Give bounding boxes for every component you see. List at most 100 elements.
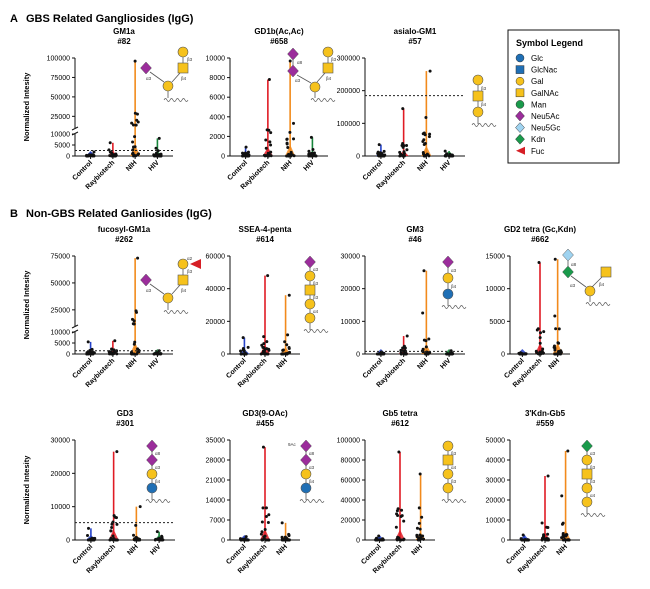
- data-point: [290, 153, 294, 157]
- gal-residue: [177, 46, 189, 58]
- x-tick-label: HIV: [148, 159, 161, 172]
- data-point: [418, 472, 422, 476]
- data-point: [285, 137, 289, 141]
- data-point: [130, 317, 134, 321]
- glycan-lipid-tail: [471, 123, 497, 127]
- glycan-bond: [591, 276, 603, 288]
- data-point: [424, 352, 428, 356]
- data-point: [110, 525, 114, 529]
- data-point: [285, 343, 289, 347]
- data-point: [285, 352, 289, 356]
- x-tick-label: HIV: [148, 357, 161, 370]
- data-point: [552, 344, 556, 348]
- data-point: [311, 147, 315, 151]
- data-point: [560, 494, 564, 498]
- chart-subtitle: #658: [270, 37, 288, 46]
- data-point: [427, 337, 431, 341]
- data-point: [540, 521, 544, 525]
- data-point: [241, 336, 245, 340]
- glycan-linkage-label: α8: [309, 451, 315, 456]
- data-point: [400, 514, 404, 518]
- data-point: [286, 145, 290, 149]
- x-tick-label: NIH: [556, 543, 569, 556]
- data-point: [134, 523, 138, 527]
- y-tick-label: 75000: [51, 254, 71, 261]
- galnac-residue: [600, 266, 612, 278]
- data-point: [288, 130, 292, 134]
- data-point: [521, 533, 525, 537]
- data-point: [160, 537, 164, 541]
- glycan-linkage-label: α3: [313, 267, 319, 272]
- chart-title: GD3(9-OAc): [242, 409, 288, 418]
- data-point: [563, 538, 567, 542]
- chart-title: GM1a: [113, 27, 135, 36]
- x-tick-label: NIH: [411, 543, 424, 556]
- glycan-linkage-label: β3: [451, 479, 457, 484]
- y-tick-label: 0: [501, 352, 505, 359]
- glycan-lipid-tail: [441, 305, 467, 309]
- data-point: [400, 508, 404, 512]
- section-b-letter: B: [10, 208, 18, 220]
- data-point: [264, 506, 268, 510]
- data-point: [263, 534, 267, 538]
- data-point: [396, 537, 400, 541]
- data-point: [263, 352, 267, 356]
- x-tick-label: Control: [362, 159, 385, 182]
- y-tick-label: 35000: [206, 438, 226, 445]
- data-point: [260, 538, 264, 542]
- data-point: [262, 342, 266, 346]
- data-point: [561, 531, 565, 535]
- galnac-residue: [472, 90, 484, 102]
- x-tick-label: NIH: [280, 159, 293, 172]
- y-tick-label: 10000: [51, 132, 71, 139]
- x-tick-label: NIH: [276, 543, 289, 556]
- data-point: [538, 336, 542, 340]
- chart-gm1a: GM1a#82 Normalized Intesity 0 5000 10000 2500…: [22, 27, 193, 191]
- data-point: [396, 514, 400, 518]
- data-point: [546, 532, 550, 536]
- galnac-residue: [322, 62, 334, 74]
- data-point: [421, 537, 425, 541]
- legend-symbol-neu5gc: [515, 122, 525, 133]
- data-point: [239, 352, 243, 356]
- galnac-residue: [177, 62, 189, 74]
- neu5ac-residue: [140, 61, 152, 75]
- data-point: [376, 352, 380, 356]
- data-point: [281, 352, 285, 356]
- chart-title: GD1b(Ac,Ac): [254, 27, 304, 36]
- y-tick-label: 25000: [51, 307, 71, 314]
- glycan-linkage-label: β3: [590, 465, 596, 470]
- data-point: [289, 150, 293, 154]
- data-point: [269, 131, 273, 135]
- data-point: [160, 534, 164, 538]
- glycan-lipid-tail: [580, 513, 606, 517]
- y-tick-label: 10000: [51, 504, 71, 511]
- legend-symbol-man: [515, 100, 525, 109]
- data-point: [405, 334, 409, 338]
- data-point: [421, 150, 425, 154]
- legend-symbol-glcnac: [515, 65, 525, 74]
- y-tick-label: 0: [66, 154, 70, 161]
- neu5ac-residue: [287, 64, 299, 78]
- data-point: [415, 526, 419, 530]
- data-point: [115, 522, 119, 526]
- chart-subtitle: #46: [408, 235, 422, 244]
- x-tick-label: Control: [71, 357, 94, 380]
- data-point: [415, 533, 419, 537]
- data-point: [154, 151, 158, 155]
- data-point: [132, 342, 136, 346]
- data-point: [115, 352, 119, 356]
- data-point: [133, 135, 137, 139]
- y-tick-label: 5000: [489, 319, 505, 326]
- y-tick-label: 15000: [486, 254, 506, 261]
- data-point: [288, 350, 292, 354]
- data-point: [109, 352, 113, 356]
- legend-label-glcnac: GlcNac: [531, 66, 557, 75]
- data-point: [87, 153, 91, 157]
- data-point: [264, 515, 268, 519]
- y-tick-label: 20000: [341, 518, 361, 525]
- glycan-lipid-tail: [441, 499, 467, 503]
- glycan-linkage-label: α3: [451, 268, 457, 273]
- data-point: [399, 352, 403, 356]
